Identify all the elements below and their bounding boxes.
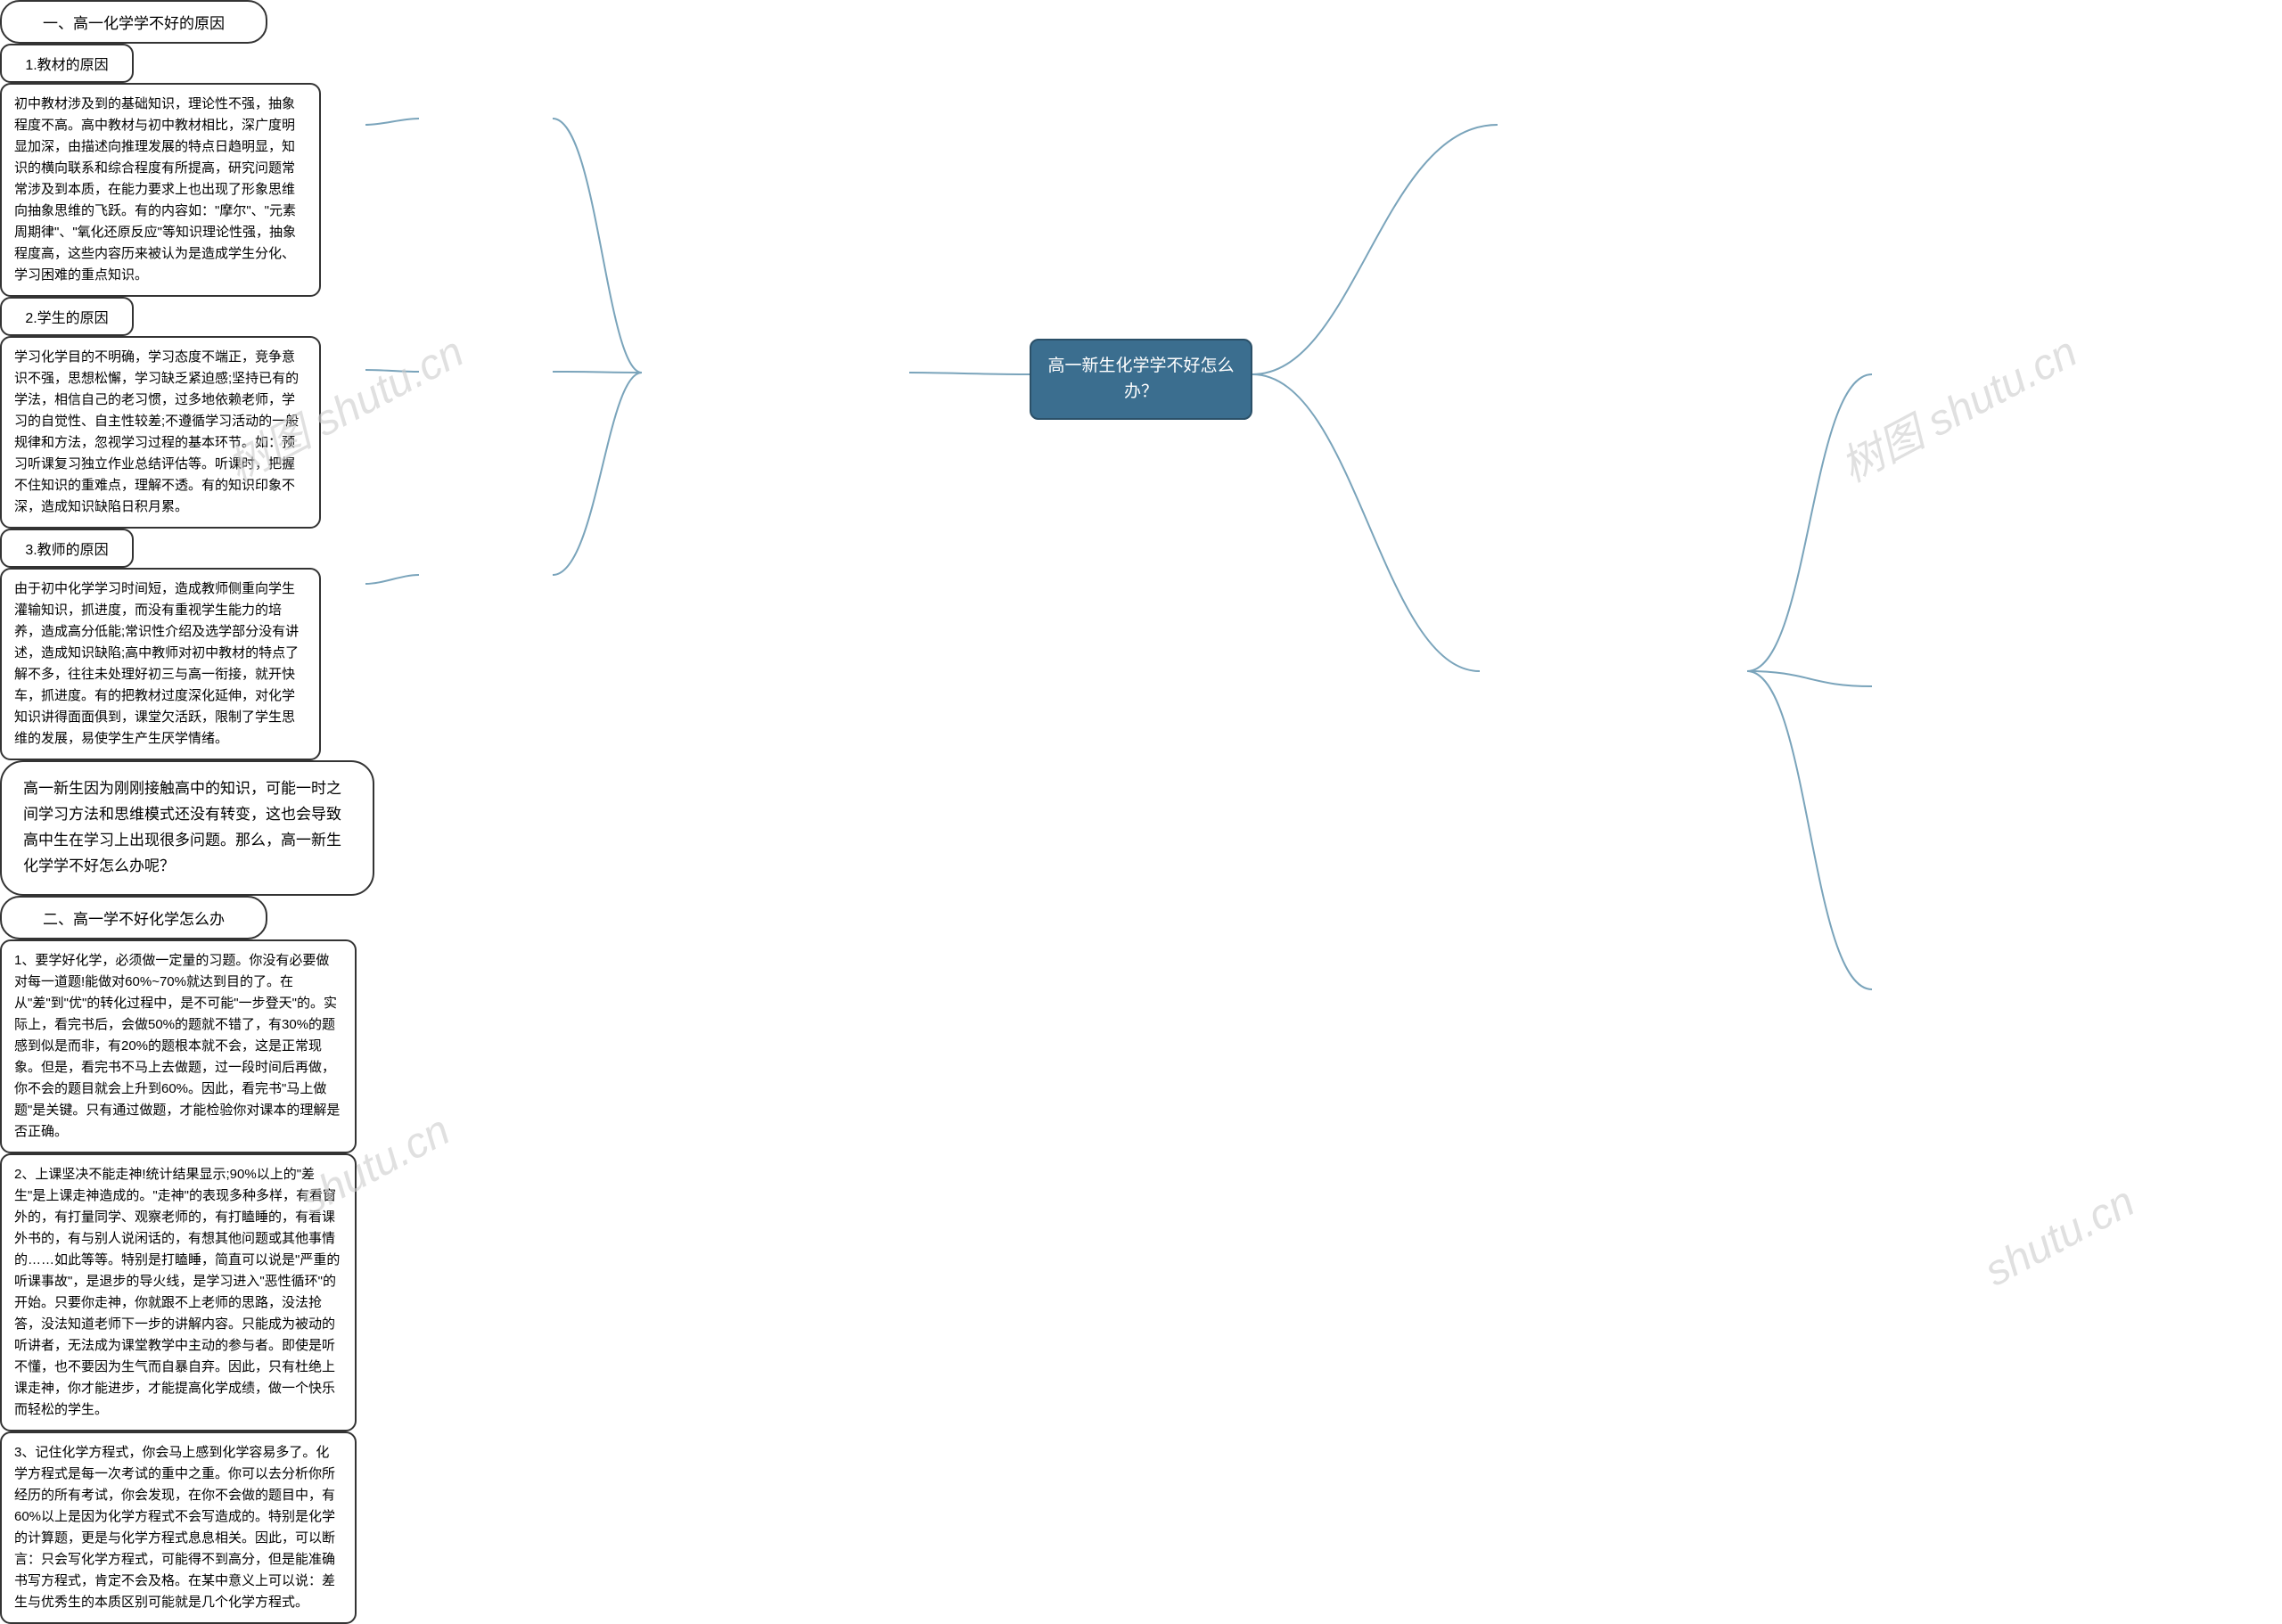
right-leaf-1: 1、要学好化学，必须做一定量的习题。你没有必要做对每一道题!能做对60%~70%… — [0, 939, 357, 1153]
right-leaf-3: 3、记住化学方程式，你会马上感到化学容易多了。化学方程式是每一次考试的重中之重。… — [0, 1431, 357, 1624]
right-branch-2[interactable]: 二、高一学不好化学怎么办 — [0, 896, 267, 939]
right-leaf-1-text: 1、要学好化学，必须做一定量的习题。你没有必要做对每一道题!能做对60%~70%… — [14, 953, 340, 1139]
right-leaf-3-text: 3、记住化学方程式，你会马上感到化学容易多了。化学方程式是每一次考试的重中之重。… — [14, 1445, 335, 1610]
left-leaf-3-text: 由于初中化学学习时间短，造成教师侧重向学生灌输知识，抓进度，而没有重视学生能力的… — [14, 581, 299, 746]
left-leaf-1: 初中教材涉及到的基础知识，理论性不强，抽象程度不高。高中教材与初中教材相比，深广… — [0, 83, 321, 297]
left-sub-3[interactable]: 3.教师的原因 — [0, 529, 134, 568]
watermark-2: 树图 shutu.cn — [1828, 317, 2087, 494]
left-leaf-2: 学习化学目的不明确，学习态度不端正，竞争意识不强，思想松懈，学习缺乏紧迫感;坚持… — [0, 336, 321, 529]
right-branch-2-label: 二、高一学不好化学怎么办 — [43, 911, 225, 928]
right-intro: 高一新生因为刚刚接触高中的知识，可能一时之间学习方法和思维模式还没有转变，这也会… — [0, 760, 374, 896]
left-leaf-3: 由于初中化学学习时间短，造成教师侧重向学生灌输知识，抓进度，而没有重视学生能力的… — [0, 568, 321, 760]
left-leaf-1-text: 初中教材涉及到的基础知识，理论性不强，抽象程度不高。高中教材与初中教材相比，深广… — [14, 96, 296, 283]
left-sub-2-label: 2.学生的原因 — [25, 311, 108, 326]
right-intro-text: 高一新生因为刚刚接触高中的知识，可能一时之间学习方法和思维模式还没有转变，这也会… — [23, 780, 341, 874]
left-sub-1-label: 1.教材的原因 — [25, 58, 108, 73]
root-node[interactable]: 高一新生化学学不好怎么办？ — [1030, 339, 1252, 420]
left-sub-2[interactable]: 2.学生的原因 — [0, 297, 134, 336]
right-leaf-2-text: 2、上课坚决不能走神!统计结果显示;90%以上的"差生"是上课走神造成的。"走神… — [14, 1167, 340, 1417]
left-sub-1[interactable]: 1.教材的原因 — [0, 44, 134, 83]
left-sub-3-label: 3.教师的原因 — [25, 543, 108, 558]
right-leaf-2: 2、上课坚决不能走神!统计结果显示;90%以上的"差生"是上课走神造成的。"走神… — [0, 1153, 357, 1431]
root-text: 高一新生化学学不好怎么办？ — [1047, 357, 1234, 401]
left-branch-label: 一、高一化学学不好的原因 — [43, 15, 225, 32]
left-branch[interactable]: 一、高一化学学不好的原因 — [0, 0, 267, 44]
left-leaf-2-text: 学习化学目的不明确，学习态度不端正，竞争意识不强，思想松懈，学习缺乏紧迫感;坚持… — [14, 349, 299, 514]
watermark-4: shutu.cn — [1977, 1177, 2143, 1297]
